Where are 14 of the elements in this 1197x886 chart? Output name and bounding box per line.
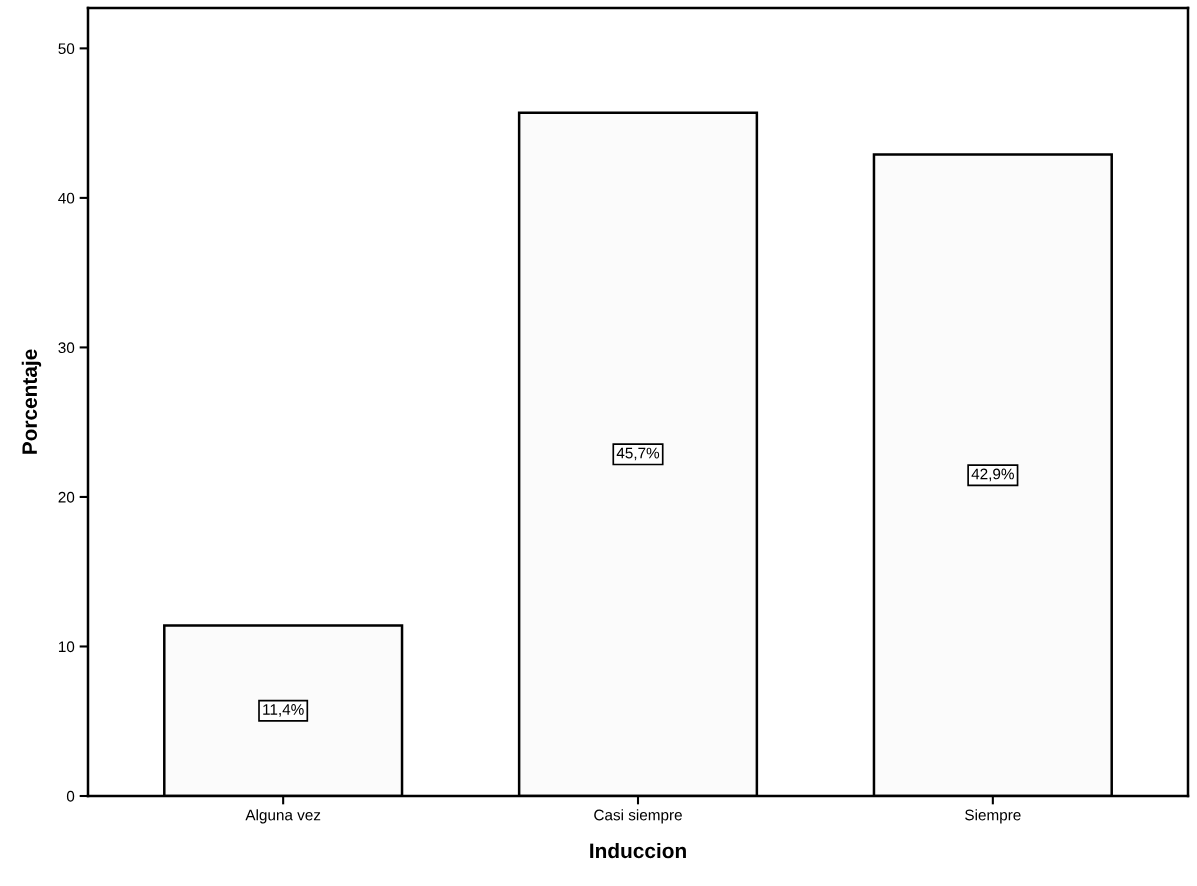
y-tick-label: 10 <box>58 641 75 653</box>
y-tick-label: 20 <box>58 491 75 503</box>
data-label: 11,4% <box>263 704 304 717</box>
x-tick-label: Casi siempre <box>594 809 682 824</box>
x-tick-label: Alguna vez <box>245 809 321 824</box>
data-label: 42,9% <box>971 468 1014 482</box>
y-tick-label: 50 <box>58 43 75 55</box>
x-tick-label: Siempre <box>965 809 1021 824</box>
y-tick-label: 40 <box>58 192 75 204</box>
y-tick-label: 0 <box>66 790 75 802</box>
y-axis-title: Porcentaje <box>21 349 42 454</box>
data-label: 45,7% <box>616 447 660 461</box>
x-axis-title: Induccion <box>590 842 686 859</box>
y-tick-label: 30 <box>58 342 75 354</box>
